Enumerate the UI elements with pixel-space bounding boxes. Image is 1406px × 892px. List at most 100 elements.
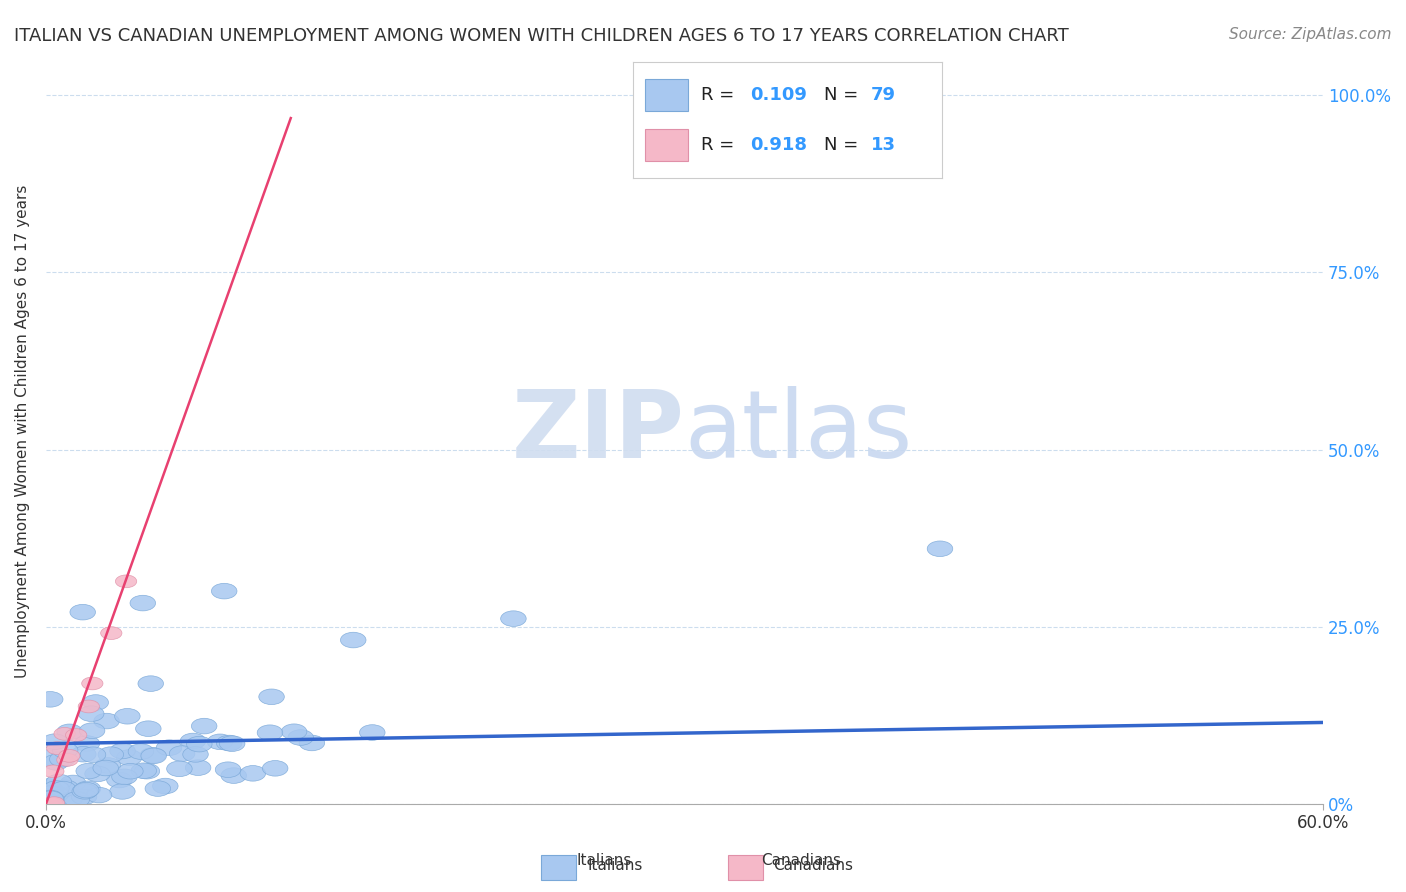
Ellipse shape — [191, 718, 217, 734]
Ellipse shape — [134, 764, 160, 779]
Ellipse shape — [288, 730, 314, 746]
Ellipse shape — [129, 595, 156, 611]
Ellipse shape — [46, 742, 67, 755]
Ellipse shape — [131, 763, 156, 779]
Ellipse shape — [145, 780, 170, 797]
Text: N =: N = — [824, 136, 865, 153]
Ellipse shape — [44, 755, 69, 770]
Text: atlas: atlas — [685, 386, 912, 478]
Ellipse shape — [221, 768, 246, 783]
Text: R =: R = — [700, 86, 740, 103]
Ellipse shape — [38, 786, 63, 801]
Ellipse shape — [107, 772, 132, 788]
Ellipse shape — [217, 735, 242, 751]
Ellipse shape — [117, 749, 142, 765]
Ellipse shape — [110, 743, 135, 759]
Text: 0.918: 0.918 — [751, 136, 807, 153]
Ellipse shape — [76, 764, 101, 779]
Ellipse shape — [219, 736, 245, 751]
Ellipse shape — [118, 764, 143, 779]
Ellipse shape — [180, 733, 205, 748]
Ellipse shape — [84, 766, 110, 781]
Text: 79: 79 — [870, 86, 896, 103]
Ellipse shape — [360, 724, 385, 740]
FancyBboxPatch shape — [645, 128, 689, 161]
Ellipse shape — [38, 691, 63, 707]
Ellipse shape — [79, 700, 100, 713]
Ellipse shape — [60, 775, 86, 790]
Ellipse shape — [86, 788, 112, 803]
Ellipse shape — [75, 736, 100, 751]
Ellipse shape — [38, 790, 63, 805]
Text: Source: ZipAtlas.com: Source: ZipAtlas.com — [1229, 27, 1392, 42]
Ellipse shape — [44, 797, 65, 809]
Ellipse shape — [75, 781, 101, 797]
Ellipse shape — [183, 747, 208, 762]
Ellipse shape — [38, 791, 63, 806]
FancyBboxPatch shape — [728, 855, 762, 880]
Text: 13: 13 — [870, 136, 896, 153]
Ellipse shape — [53, 727, 75, 740]
Ellipse shape — [138, 676, 163, 691]
Ellipse shape — [46, 774, 72, 789]
Ellipse shape — [141, 748, 166, 764]
Ellipse shape — [70, 605, 96, 620]
Ellipse shape — [72, 783, 97, 799]
Ellipse shape — [152, 778, 179, 794]
Ellipse shape — [53, 780, 79, 796]
Text: N =: N = — [824, 86, 865, 103]
Ellipse shape — [259, 689, 284, 705]
Ellipse shape — [51, 781, 76, 797]
Ellipse shape — [93, 760, 118, 776]
Ellipse shape — [187, 736, 212, 752]
Ellipse shape — [79, 723, 105, 739]
Ellipse shape — [56, 792, 82, 807]
Ellipse shape — [65, 792, 90, 807]
Ellipse shape — [96, 757, 121, 773]
Ellipse shape — [52, 742, 77, 758]
FancyBboxPatch shape — [645, 78, 689, 112]
Text: Italians: Italians — [588, 858, 643, 872]
Ellipse shape — [135, 721, 162, 737]
Ellipse shape — [128, 744, 153, 759]
FancyBboxPatch shape — [541, 855, 576, 880]
Y-axis label: Unemployment Among Women with Children Ages 6 to 17 years: Unemployment Among Women with Children A… — [15, 186, 30, 679]
Text: ZIP: ZIP — [512, 386, 685, 478]
Ellipse shape — [281, 724, 307, 739]
Ellipse shape — [211, 583, 238, 599]
Ellipse shape — [56, 754, 77, 766]
Ellipse shape — [207, 734, 233, 749]
Ellipse shape — [927, 541, 953, 557]
Ellipse shape — [79, 706, 104, 722]
Ellipse shape — [56, 724, 83, 739]
Ellipse shape — [501, 611, 526, 626]
Ellipse shape — [110, 784, 135, 799]
Ellipse shape — [72, 789, 97, 805]
Ellipse shape — [340, 632, 366, 648]
Ellipse shape — [66, 729, 87, 741]
Ellipse shape — [83, 695, 108, 710]
Ellipse shape — [82, 677, 103, 690]
Ellipse shape — [49, 751, 75, 767]
Ellipse shape — [38, 797, 59, 810]
Ellipse shape — [156, 740, 181, 756]
Ellipse shape — [70, 747, 96, 762]
Text: R =: R = — [700, 136, 740, 153]
Ellipse shape — [111, 769, 138, 785]
Ellipse shape — [42, 797, 63, 810]
Ellipse shape — [35, 779, 60, 795]
Ellipse shape — [44, 780, 69, 797]
Ellipse shape — [299, 735, 325, 751]
Ellipse shape — [115, 708, 141, 724]
Ellipse shape — [35, 750, 60, 765]
Ellipse shape — [115, 575, 136, 588]
Ellipse shape — [257, 725, 283, 740]
Ellipse shape — [101, 627, 122, 640]
Text: Italians: Italians — [576, 854, 633, 868]
Ellipse shape — [44, 787, 69, 802]
Ellipse shape — [263, 761, 288, 776]
Ellipse shape — [94, 714, 120, 729]
Text: ITALIAN VS CANADIAN UNEMPLOYMENT AMONG WOMEN WITH CHILDREN AGES 6 TO 17 YEARS CO: ITALIAN VS CANADIAN UNEMPLOYMENT AMONG W… — [14, 27, 1069, 45]
Ellipse shape — [240, 765, 266, 781]
Ellipse shape — [169, 746, 195, 762]
